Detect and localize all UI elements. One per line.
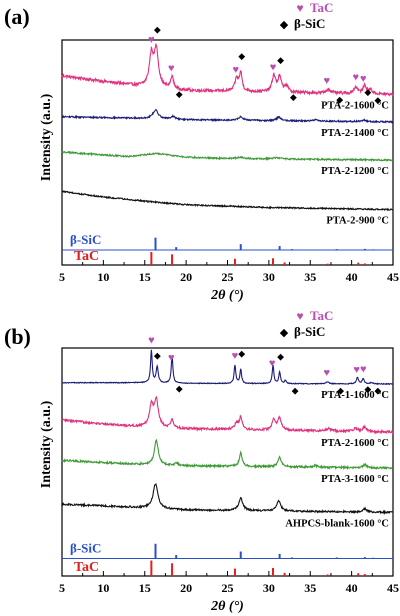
series-label-0: PTA-1-1600 °C [321, 390, 389, 401]
x-tick-label: 30 [263, 581, 275, 595]
series-label-2: PTA-2-1200 °C [321, 166, 389, 177]
sic-peak-marker-icon: ◆ [238, 51, 245, 61]
x-tick-label: 45 [387, 581, 399, 595]
legend-sic-label: β-SiC [294, 324, 325, 339]
legend: ♥ TaC ◆ β-SiC [280, 308, 334, 339]
xrd-trace-1 [61, 108, 394, 124]
tac-reference-label: TaC [74, 560, 99, 575]
sic-peak-marker-icon: ◆ [176, 384, 183, 394]
legend-tac-label: TaC [310, 0, 333, 15]
sic-peak-marker-icon: ◆ [238, 349, 245, 359]
tac-peak-marker-icon: ♥ [233, 64, 240, 76]
sic-diamond-icon: ◆ [280, 19, 289, 31]
series-label-3: PTA-2-900 °C [326, 216, 389, 227]
x-tick-label: 40 [346, 270, 358, 284]
xrd-trace-3 [61, 482, 394, 515]
x-tick-label: 5 [59, 270, 65, 284]
x-tick-label: 5 [59, 581, 65, 595]
xrd-trace-0 [61, 349, 394, 386]
chart-panel-b: (b) ♥ TaC ◆ β-SiC 5 10 15 20 25 30 35 40 45 2θ (°) Inte… [4, 308, 399, 614]
y-axis-label: Intensity (a.u.) [39, 93, 54, 181]
legend-sic-label: β-SiC [294, 16, 325, 31]
tac-peak-marker-icon: ♥ [168, 352, 175, 364]
sic-peak-marker-icon: ◆ [337, 386, 344, 396]
sic-peak-marker-icon: ◆ [374, 95, 381, 105]
chart-panel-a: (a) ♥ TaC ◆ β-SiC 5 10 15 20 25 30 35 40 45 2θ (°) Inte… [4, 0, 399, 303]
y-axis-label: Intensity (a.u.) [39, 400, 54, 488]
tac-peak-marker-icon: ♥ [324, 367, 331, 379]
series-label-1: PTA-2-1400 °C [321, 128, 389, 139]
sic-peak-marker-icon: ◆ [277, 351, 284, 361]
tac-peak-marker-icon: ♥ [148, 34, 155, 46]
panel-label: (b) [4, 324, 31, 349]
x-tick-label: 25 [222, 270, 234, 284]
xrd-trace-1 [61, 395, 394, 435]
tac-reference-label: TaC [74, 249, 99, 264]
sic-diamond-icon: ◆ [280, 327, 289, 339]
xrd-trace-3 [61, 190, 394, 212]
xrd-trace-2 [61, 438, 394, 471]
x-tick-label: 10 [97, 581, 109, 595]
sic-reference-label: β-SiC [70, 541, 101, 556]
xrd-trace-2 [61, 150, 394, 163]
x-tick-label: 15 [139, 270, 151, 284]
tac-peak-marker-icon: ♥ [269, 358, 276, 370]
xrd-trace-0 [61, 43, 394, 98]
sic-peak-marker-icon: ◆ [364, 384, 371, 394]
sic-peak-marker-icon: ◆ [154, 25, 161, 35]
sic-peak-marker-icon: ◆ [154, 350, 161, 360]
x-tick-label: 40 [346, 581, 358, 595]
tac-peak-marker-icon: ♥ [168, 63, 175, 75]
sic-peak-marker-icon: ◆ [277, 55, 284, 65]
x-tick-label: 10 [97, 270, 109, 284]
plot-frame [61, 39, 394, 266]
tac-peak-marker-icon: ♥ [360, 73, 367, 85]
x-tick-label: 25 [222, 581, 234, 595]
x-tick-label: 15 [139, 581, 151, 595]
sic-peak-marker-icon: ◆ [364, 87, 371, 97]
series-label-3: AHPCS-blank-1600 °C [285, 518, 389, 529]
tac-heart-icon: ♥ [296, 309, 303, 323]
sic-reference-label: β-SiC [70, 232, 101, 247]
sic-peak-marker-icon: ◆ [176, 89, 183, 99]
tac-peak-marker-icon: ♥ [360, 363, 367, 375]
legend: ♥ TaC ◆ β-SiC [280, 0, 334, 31]
x-axis-label: 2θ (°) [210, 599, 244, 614]
x-axis-label: 2θ (°) [210, 288, 244, 303]
sic-peak-marker-icon: ◆ [336, 95, 343, 105]
tac-peak-marker-icon: ♥ [148, 335, 155, 347]
tac-peak-marker-icon: ♥ [352, 72, 359, 84]
legend-tac-label: TaC [310, 308, 333, 323]
series-label-0: PTA-2-1600 °C [321, 100, 389, 111]
tac-peak-marker-icon: ♥ [353, 364, 360, 376]
x-tick-label: 20 [180, 581, 192, 595]
x-tick-label: 20 [180, 270, 192, 284]
tac-heart-icon: ♥ [296, 1, 303, 15]
tac-peak-marker-icon: ♥ [270, 62, 277, 74]
tac-peak-marker-icon: ♥ [232, 350, 239, 362]
x-tick-label: 35 [304, 270, 316, 284]
series-label-2: PTA-3-1600 °C [321, 474, 389, 485]
x-tick-label: 35 [304, 581, 316, 595]
sic-peak-marker-icon: ◆ [292, 385, 299, 395]
series-label-1: PTA-2-1600 °C [321, 438, 389, 449]
tac-peak-marker-icon: ♥ [324, 75, 331, 87]
x-tick-label: 30 [263, 270, 275, 284]
sic-peak-marker-icon: ◆ [374, 386, 381, 396]
x-tick-label: 45 [387, 270, 399, 284]
sic-peak-marker-icon: ◆ [290, 92, 297, 102]
panel-label: (a) [4, 4, 30, 29]
